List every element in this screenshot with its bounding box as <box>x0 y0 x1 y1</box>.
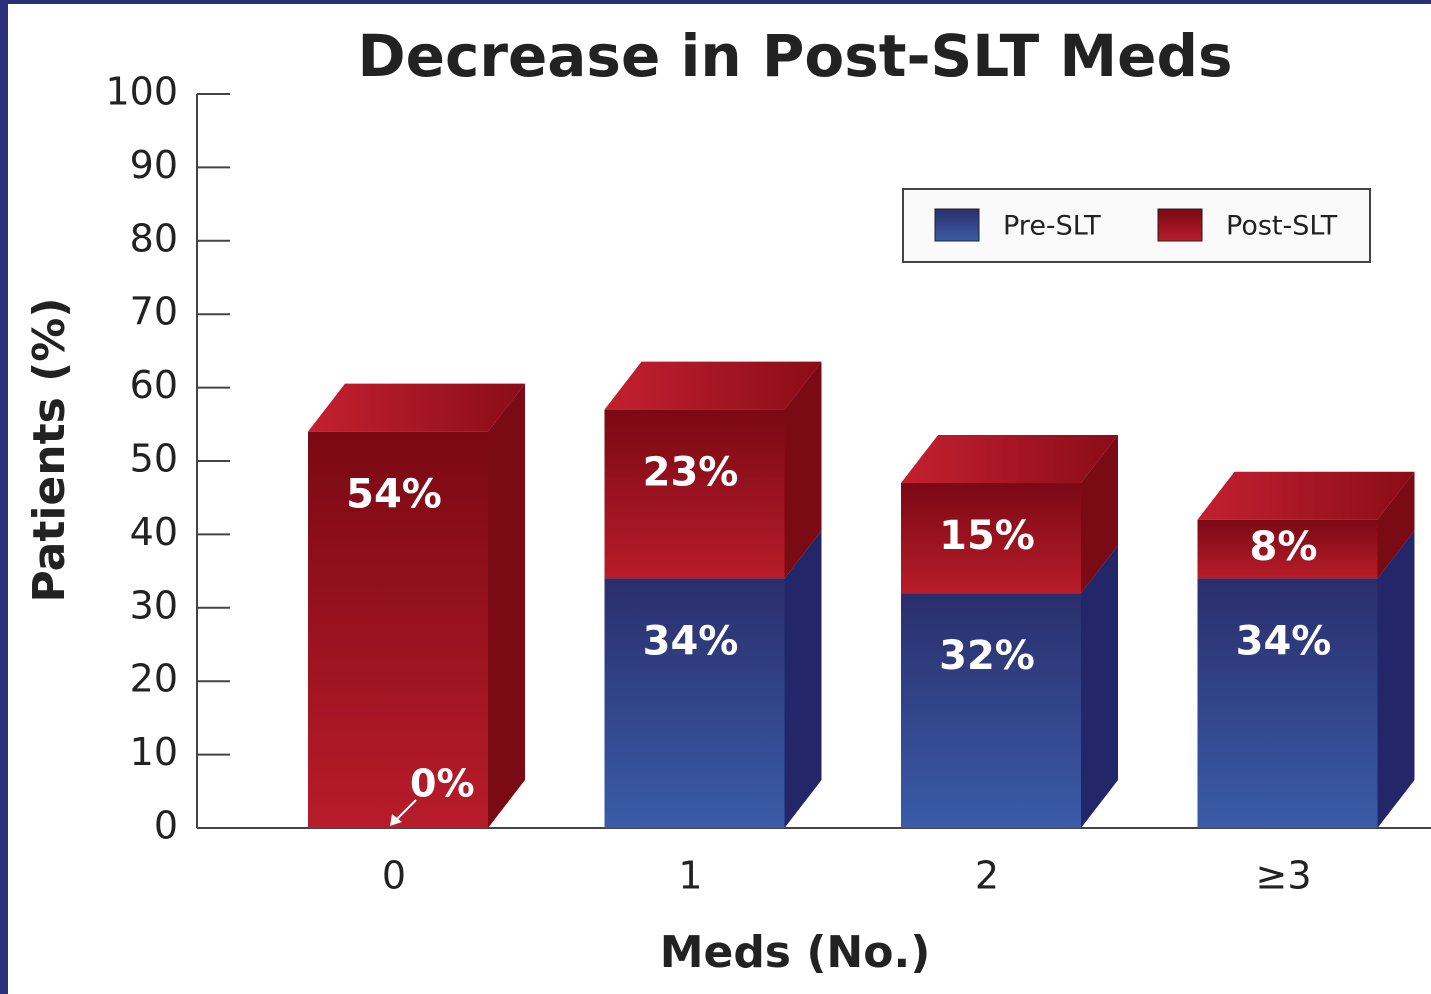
y-tick-label: 60 <box>130 363 178 407</box>
bar <box>901 593 1081 828</box>
y-tick-label: 30 <box>130 583 178 627</box>
y-tick-label: 50 <box>130 437 178 481</box>
bar-top <box>1197 471 1415 520</box>
legend-swatch <box>1157 208 1203 242</box>
y-tick-label: 10 <box>130 730 178 774</box>
bar <box>1197 519 1378 579</box>
x-axis-label: Meds (No.) <box>660 927 931 978</box>
x-tick-label: 2 <box>975 854 999 898</box>
data-label: 32% <box>939 633 1035 679</box>
bar-top <box>901 435 1118 484</box>
bar <box>901 483 1081 594</box>
bar-side <box>1377 530 1415 828</box>
y-tick-label: 20 <box>130 657 178 701</box>
y-tick-label: 80 <box>130 216 178 260</box>
bar-side <box>1081 435 1118 594</box>
bar <box>604 578 785 828</box>
y-tick-label: 100 <box>105 70 178 114</box>
x-tick-label: 0 <box>382 854 406 898</box>
label-arrow <box>393 799 417 823</box>
y-tick-label: 40 <box>130 510 178 554</box>
legend-box <box>902 188 1371 263</box>
data-label: 15% <box>939 513 1035 559</box>
bar <box>308 431 488 828</box>
data-label: 54% <box>346 472 442 518</box>
bar-side <box>1377 471 1415 579</box>
data-label: 23% <box>643 450 739 496</box>
bar <box>604 409 785 579</box>
data-label: 34% <box>643 618 739 664</box>
legend-label: Post-SLT <box>1226 211 1338 242</box>
data-label: 34% <box>1236 618 1332 664</box>
x-tick-label: 1 <box>678 854 702 898</box>
bar-top <box>308 383 525 432</box>
bar-side <box>1081 545 1118 828</box>
data-label: 0% <box>410 762 475 806</box>
legend-label: Pre-SLT <box>1003 211 1101 242</box>
chart-title: Decrease in Post-SLT Meds <box>357 22 1232 90</box>
label-arrowhead <box>390 814 402 826</box>
data-label: 8% <box>1250 524 1318 570</box>
y-tick-label: 0 <box>154 804 178 848</box>
y-axis-label: Patients (%) <box>24 298 75 603</box>
bar <box>1197 578 1378 828</box>
bar-side <box>784 361 822 579</box>
legend-swatch <box>934 208 980 242</box>
bar-side <box>488 383 525 828</box>
y-tick-label: 90 <box>130 143 178 187</box>
bar-top <box>604 361 822 410</box>
bar-side <box>784 530 822 828</box>
y-tick-label: 70 <box>130 290 178 334</box>
x-tick-label: ≥3 <box>1255 854 1311 898</box>
